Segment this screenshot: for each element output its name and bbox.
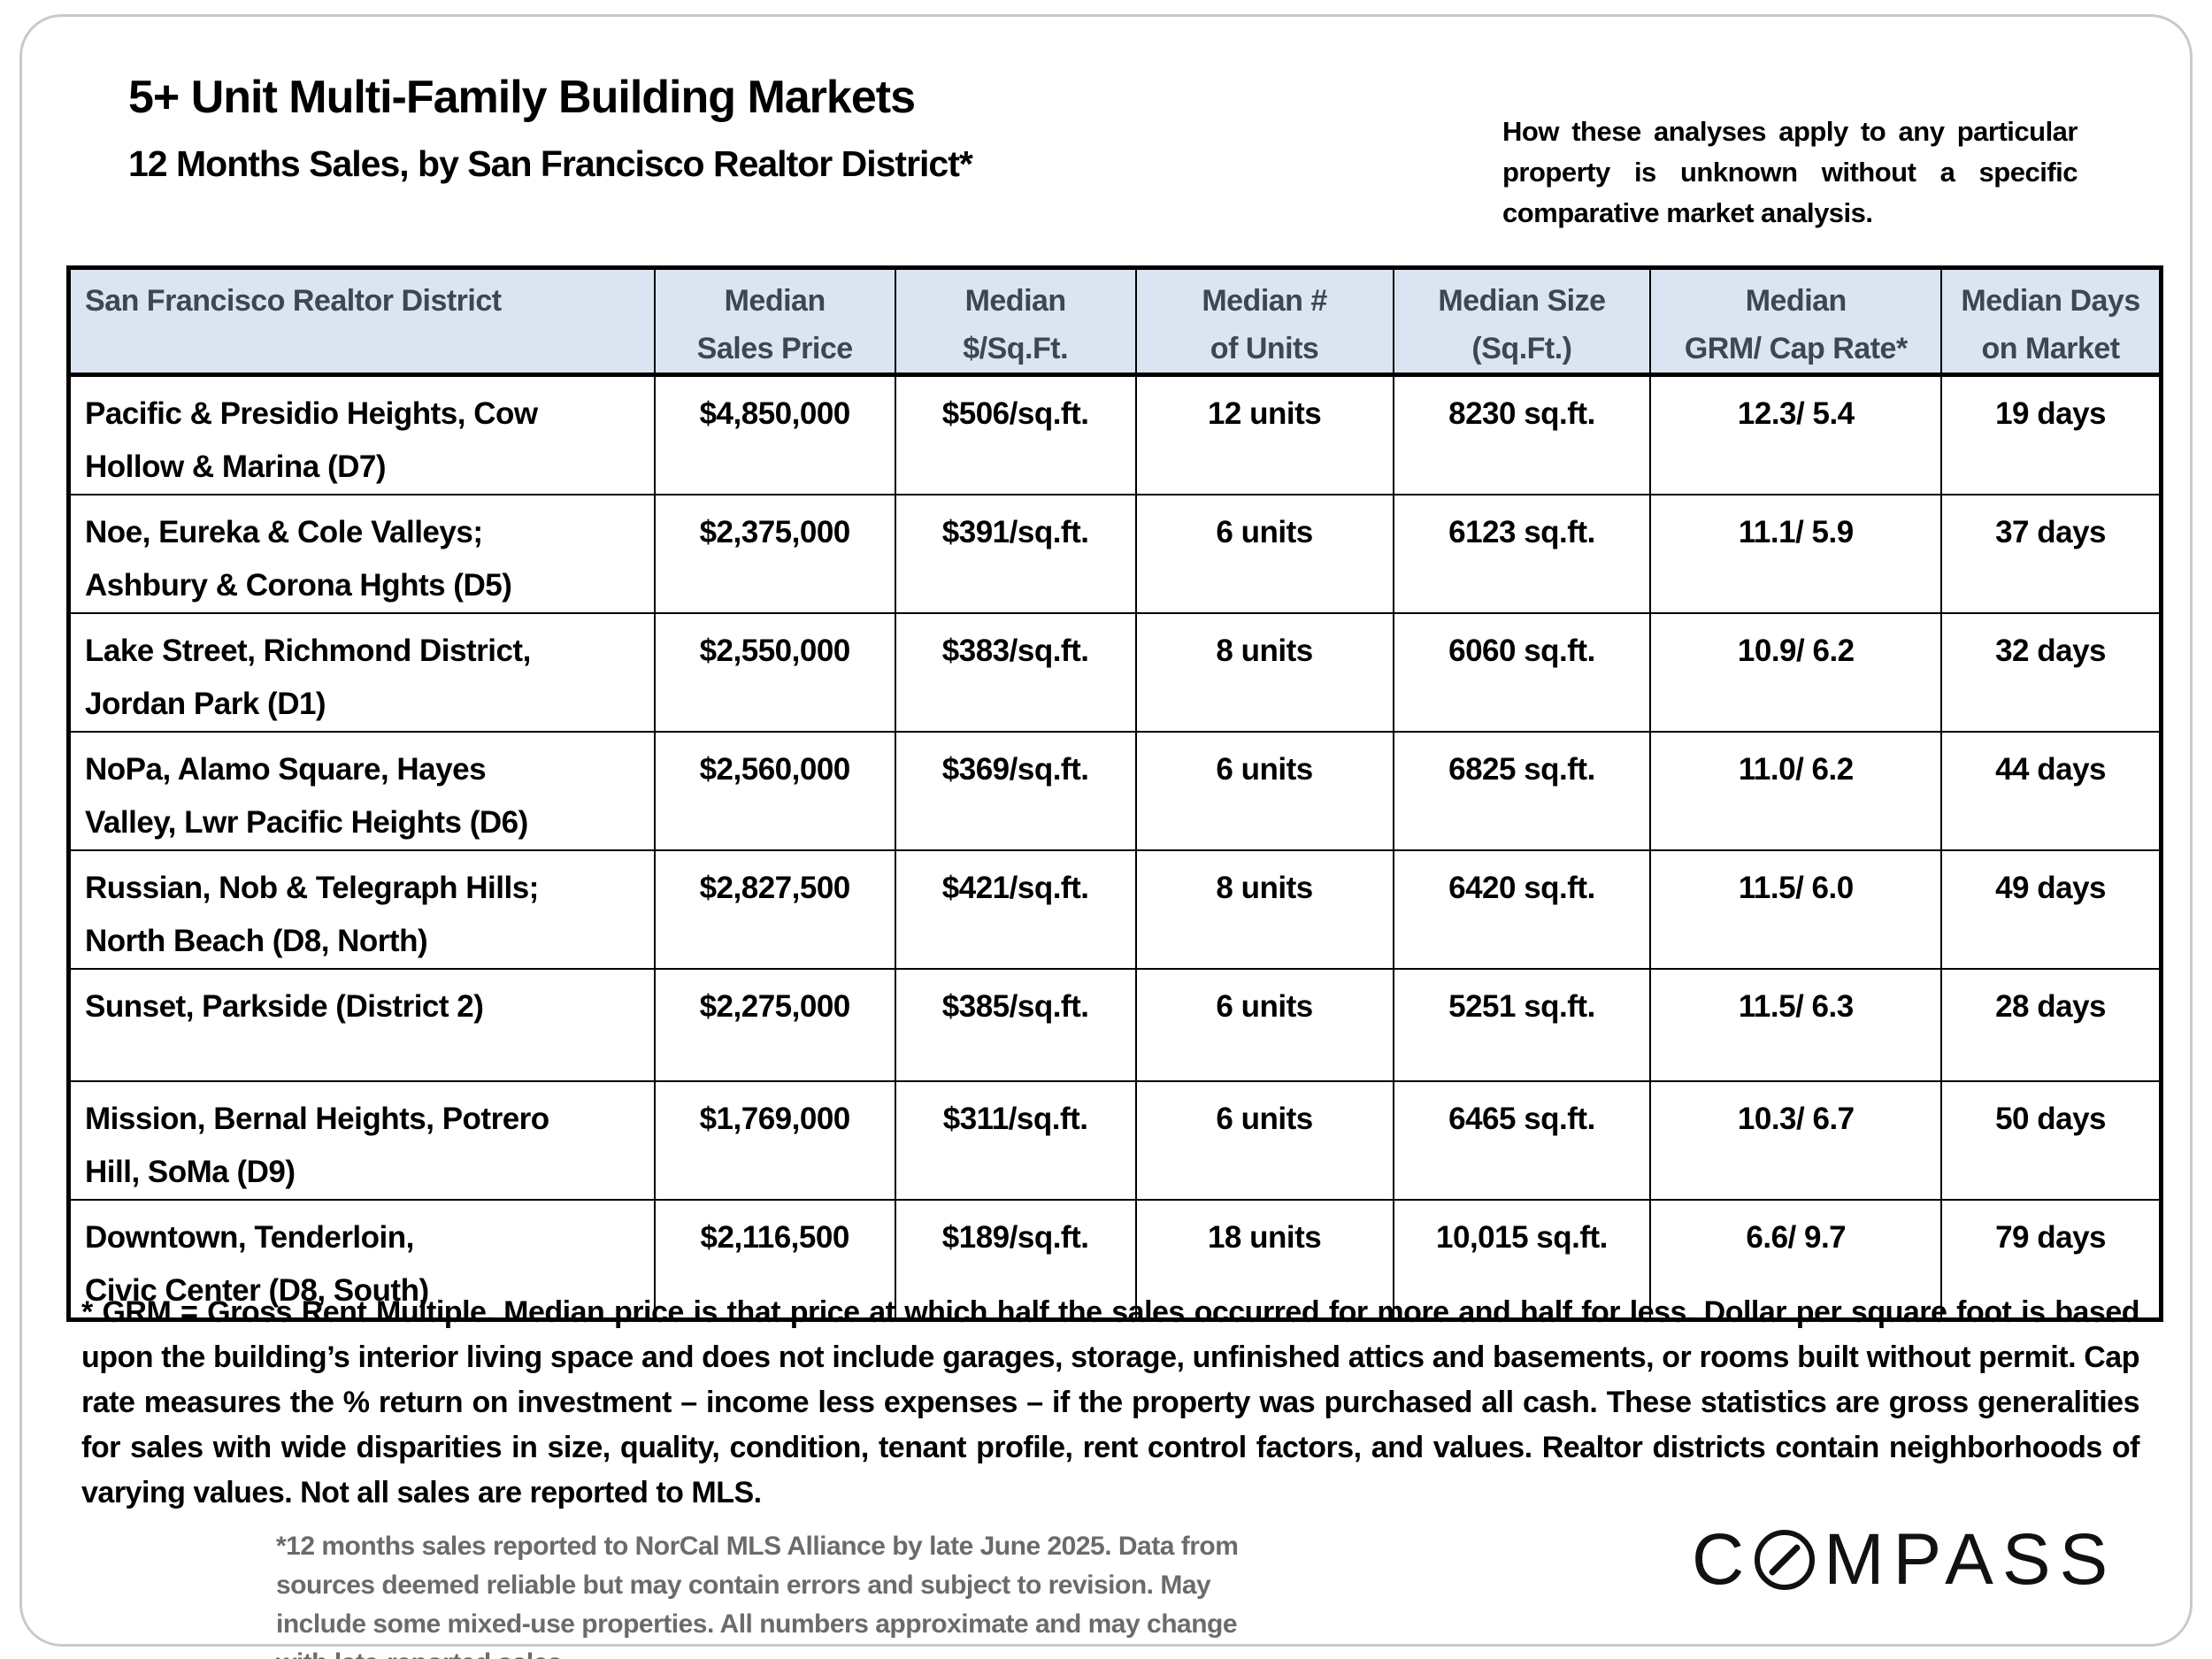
cell-grm-cap: 12.3/ 5.4 bbox=[1649, 373, 1943, 495]
cell-dom: 28 days bbox=[1940, 968, 2162, 1082]
column-header-median-size: Median Size (Sq.Ft.) bbox=[1392, 266, 1652, 377]
cell-size: 6060 sq.ft. bbox=[1392, 612, 1652, 733]
cell-ppsf: $506/sq.ft. bbox=[894, 373, 1137, 495]
cell-dom: 50 days bbox=[1940, 1080, 2162, 1201]
cell-size: 6465 sq.ft. bbox=[1392, 1080, 1652, 1201]
table-row: Lake Street, Richmond District, Jordan P… bbox=[67, 612, 2162, 733]
cell-ppsf: $311/sq.ft. bbox=[894, 1080, 1137, 1201]
cell-size: 6420 sq.ft. bbox=[1392, 849, 1652, 970]
table-row: Downtown, Tenderloin, Civic Center (D8, … bbox=[67, 1199, 2162, 1321]
table-row: Pacific & Presidio Heights, Cow Hollow &… bbox=[67, 373, 2162, 495]
cell-district: Sunset, Parkside (District 2) bbox=[67, 968, 656, 1082]
cell-units: 6 units bbox=[1134, 731, 1394, 851]
column-header-median-grm-cap-rate: Median GRM/ Cap Rate* bbox=[1649, 266, 1943, 377]
cell-ppsf: $189/sq.ft. bbox=[894, 1199, 1137, 1321]
column-header-median-days-on-market: Median Days on Market bbox=[1940, 266, 2162, 377]
cell-price: $2,550,000 bbox=[653, 612, 896, 733]
analysis-disclaimer: How these analyses apply to any particul… bbox=[1502, 116, 2078, 228]
cell-grm-cap: 11.0/ 6.2 bbox=[1649, 731, 1943, 851]
page-subtitle: 12 Months Sales, by San Francisco Realto… bbox=[128, 143, 973, 184]
cell-ppsf: $421/sq.ft. bbox=[894, 849, 1137, 970]
cell-dom: 49 days bbox=[1940, 849, 2162, 970]
cell-units: 8 units bbox=[1134, 612, 1394, 733]
cell-size: 5251 sq.ft. bbox=[1392, 968, 1652, 1082]
table-row: Noe, Eureka & Cole Valleys; Ashbury & Co… bbox=[67, 494, 2162, 614]
cell-district: Lake Street, Richmond District, Jordan P… bbox=[67, 612, 656, 733]
cell-district: Mission, Bernal Heights, Potrero Hill, S… bbox=[67, 1080, 656, 1201]
cell-grm-cap: 11.5/ 6.3 bbox=[1649, 968, 1943, 1082]
cell-size: 6123 sq.ft. bbox=[1392, 494, 1652, 614]
cell-dom: 37 days bbox=[1940, 494, 2162, 614]
compass-logo-letter-c: C bbox=[1692, 1519, 1754, 1600]
cell-grm-cap: 10.3/ 6.7 bbox=[1649, 1080, 1943, 1201]
page-title: 5+ Unit Multi-Family Building Markets bbox=[128, 72, 916, 123]
cell-dom: 32 days bbox=[1940, 612, 2162, 733]
column-header-median-per-sqft: Median $/Sq.Ft. bbox=[894, 266, 1137, 377]
grm-definition-footnote: * GRM = Gross Rent Multiple. Median pric… bbox=[81, 1295, 2140, 1509]
cell-dom: 44 days bbox=[1940, 731, 2162, 851]
cell-grm-cap: 10.9/ 6.2 bbox=[1649, 612, 1943, 733]
column-header-median-units: Median # of Units bbox=[1134, 266, 1394, 377]
cell-grm-cap: 11.5/ 6.0 bbox=[1649, 849, 1943, 970]
cell-dom: 19 days bbox=[1940, 373, 2162, 495]
cell-size: 8230 sq.ft. bbox=[1392, 373, 1652, 495]
cell-price: $2,116,500 bbox=[653, 1199, 896, 1321]
market-table-container: San Francisco Realtor District Median Sa… bbox=[66, 265, 2163, 1322]
cell-ppsf: $385/sq.ft. bbox=[894, 968, 1137, 1082]
cell-price: $2,275,000 bbox=[653, 968, 896, 1082]
market-table: San Francisco Realtor District Median Sa… bbox=[66, 265, 2163, 1322]
cell-price: $4,850,000 bbox=[653, 373, 896, 495]
cell-price: $2,375,000 bbox=[653, 494, 896, 614]
cell-district: Pacific & Presidio Heights, Cow Hollow &… bbox=[67, 373, 656, 495]
data-source-footnote: *12 months sales reported to NorCal MLS … bbox=[276, 1532, 1239, 1659]
column-header-district: San Francisco Realtor District bbox=[67, 266, 656, 377]
cell-price: $1,769,000 bbox=[653, 1080, 896, 1201]
cell-grm-cap: 6.6/ 9.7 bbox=[1649, 1199, 1943, 1321]
table-row: NoPa, Alamo Square, Hayes Valley, Lwr Pa… bbox=[67, 731, 2162, 851]
cell-district: Russian, Nob & Telegraph Hills; North Be… bbox=[67, 849, 656, 970]
cell-size: 6825 sq.ft. bbox=[1392, 731, 1652, 851]
cell-units: 6 units bbox=[1134, 968, 1394, 1082]
cell-district: Downtown, Tenderloin, Civic Center (D8, … bbox=[67, 1199, 656, 1321]
compass-logo: C MPASS bbox=[1692, 1524, 2116, 1596]
table-header-row: San Francisco Realtor District Median Sa… bbox=[67, 266, 2162, 377]
cell-units: 18 units bbox=[1134, 1199, 1394, 1321]
cell-units: 8 units bbox=[1134, 849, 1394, 970]
cell-units: 6 units bbox=[1134, 1080, 1394, 1201]
cell-units: 12 units bbox=[1134, 373, 1394, 495]
cell-price: $2,560,000 bbox=[653, 731, 896, 851]
cell-dom: 79 days bbox=[1940, 1199, 2162, 1321]
compass-logo-letters-mpass: MPASS bbox=[1824, 1519, 2117, 1600]
cell-district: NoPa, Alamo Square, Hayes Valley, Lwr Pa… bbox=[67, 731, 656, 851]
cell-units: 6 units bbox=[1134, 494, 1394, 614]
cell-ppsf: $391/sq.ft. bbox=[894, 494, 1137, 614]
cell-district: Noe, Eureka & Cole Valleys; Ashbury & Co… bbox=[67, 494, 656, 614]
table-row: Sunset, Parkside (District 2) $2,275,000… bbox=[67, 968, 2162, 1082]
cell-ppsf: $383/sq.ft. bbox=[894, 612, 1137, 733]
compass-o-needle-icon bbox=[1755, 1530, 1816, 1590]
cell-size: 10,015 sq.ft. bbox=[1392, 1199, 1652, 1321]
cell-ppsf: $369/sq.ft. bbox=[894, 731, 1137, 851]
cell-price: $2,827,500 bbox=[653, 849, 896, 970]
cell-grm-cap: 11.1/ 5.9 bbox=[1649, 494, 1943, 614]
column-header-median-sales-price: Median Sales Price bbox=[653, 266, 896, 377]
table-row: Russian, Nob & Telegraph Hills; North Be… bbox=[67, 849, 2162, 970]
table-row: Mission, Bernal Heights, Potrero Hill, S… bbox=[67, 1080, 2162, 1201]
